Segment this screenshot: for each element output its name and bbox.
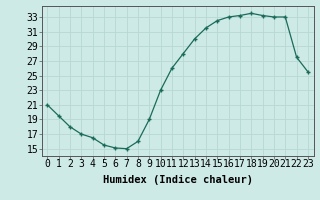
X-axis label: Humidex (Indice chaleur): Humidex (Indice chaleur) bbox=[103, 175, 252, 185]
